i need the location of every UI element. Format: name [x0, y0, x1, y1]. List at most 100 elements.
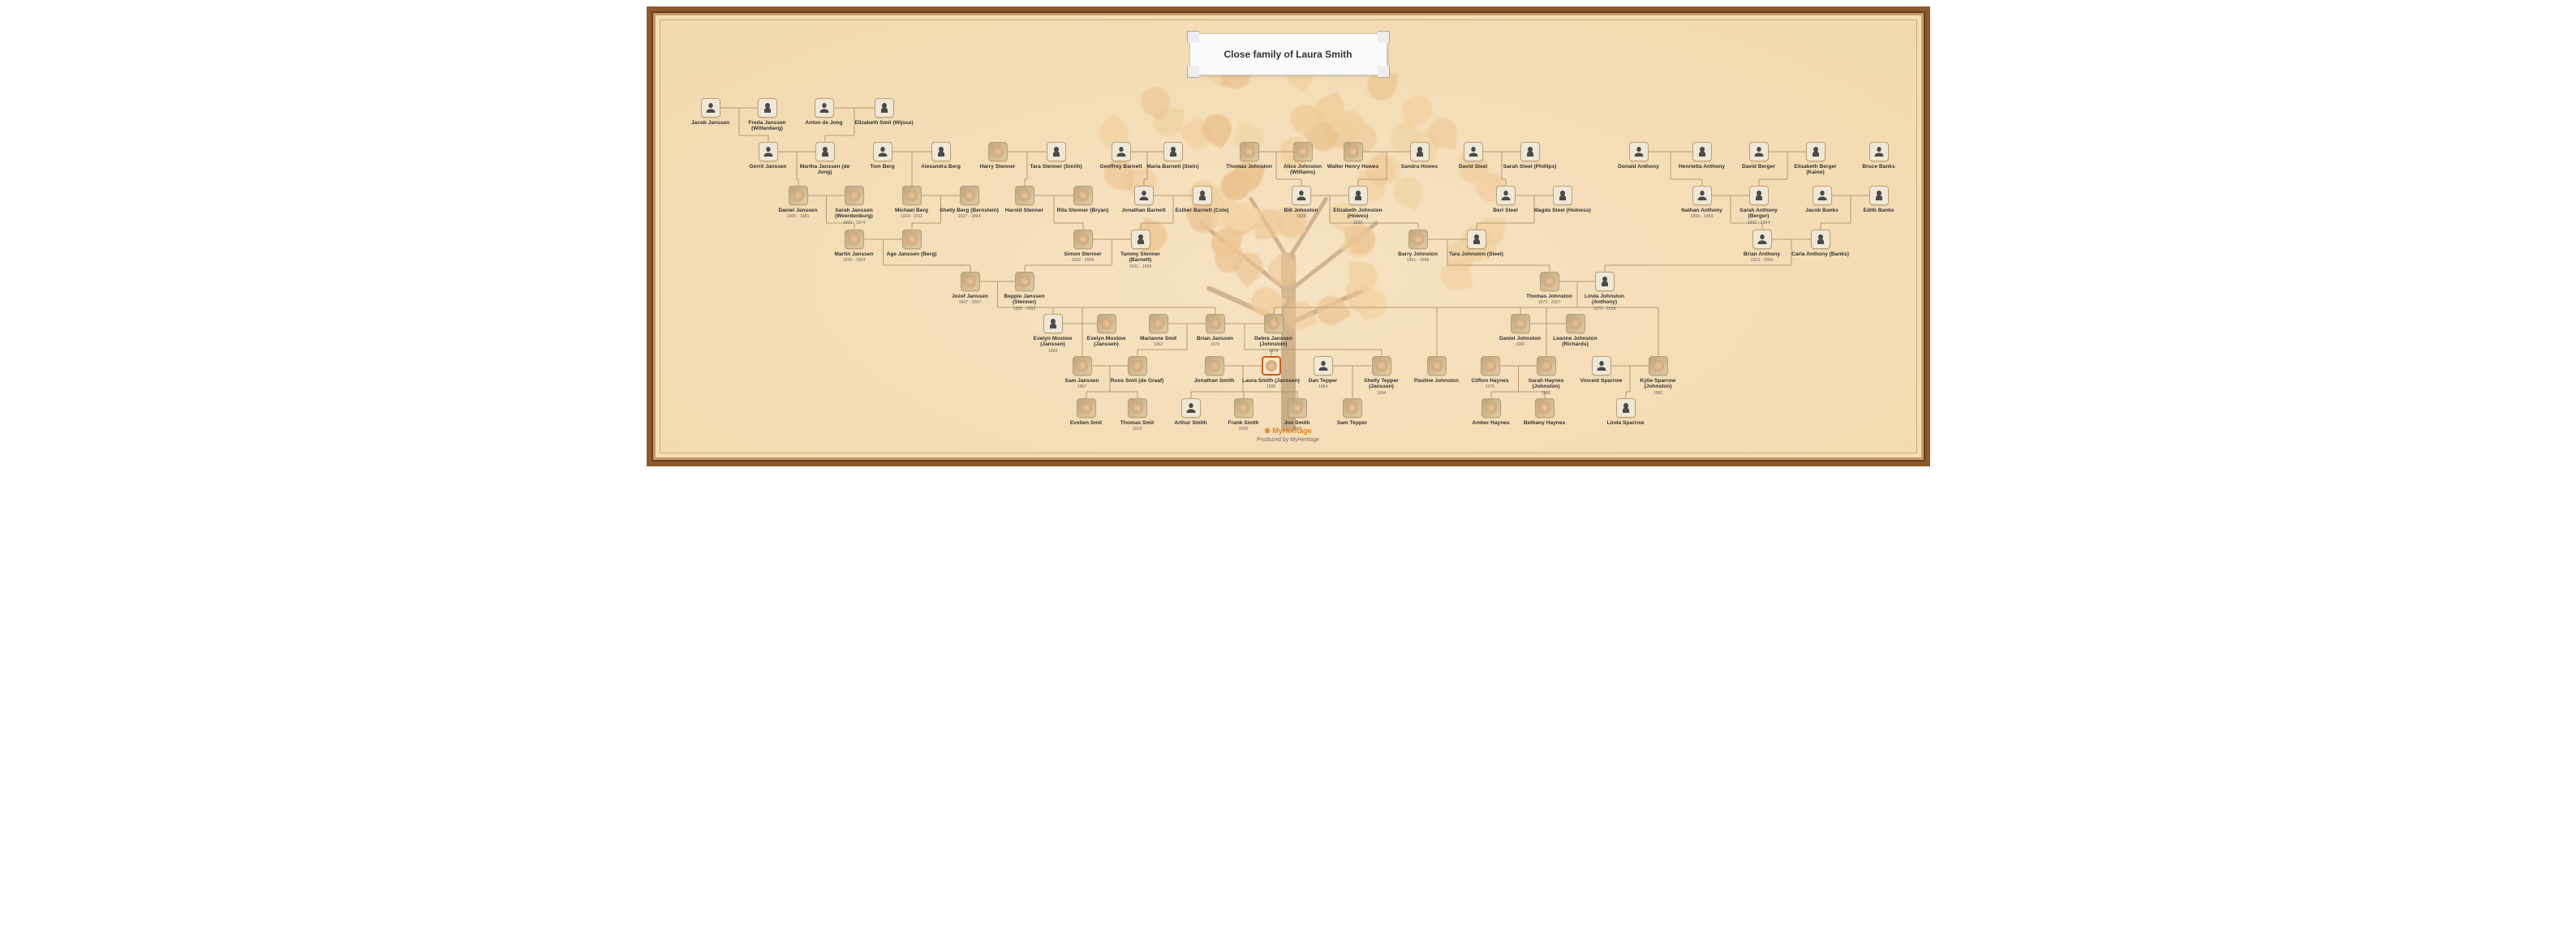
- person-node[interactable]: Esther Barnett (Cole): [1172, 186, 1232, 213]
- person-name: Tammy Stenner (Barnett): [1111, 251, 1171, 264]
- person-node[interactable]: Berl Steel: [1476, 186, 1536, 213]
- person-dates: 1924 - 2011: [882, 214, 942, 219]
- person-node[interactable]: Daniel Janssen1905 - 1981: [768, 186, 828, 219]
- person-portrait: [759, 142, 778, 161]
- person-name: Jacob Banks: [1792, 208, 1852, 213]
- person-portrait: [1408, 230, 1428, 249]
- person-node[interactable]: Martha Janssen (de Jong): [795, 142, 855, 176]
- person-node[interactable]: Roos Smit (de Graaf): [1107, 356, 1168, 384]
- person-node[interactable]: Elizabeth Johnston (Howes)1930: [1328, 186, 1388, 225]
- person-node[interactable]: Harry Stenner: [968, 142, 1028, 170]
- person-node[interactable]: David Steel: [1443, 142, 1503, 170]
- person-node[interactable]: Sarah Haynes (Johnston)1980: [1516, 356, 1576, 396]
- person-portrait: [1149, 314, 1168, 333]
- person-node[interactable]: Donald Anthony: [1609, 142, 1669, 170]
- person-node[interactable]: Walter Henry Howes: [1323, 142, 1383, 170]
- person-node[interactable]: Tammy Stenner (Barnett)1931 - 1999: [1111, 230, 1171, 269]
- person-node[interactable]: Tom Berg: [853, 142, 913, 170]
- person-node[interactable]: Rita Stenner (Bryan): [1053, 186, 1113, 213]
- person-node[interactable]: Clifton Haynes1975: [1460, 356, 1520, 389]
- person-node[interactable]: Edith Banks: [1849, 186, 1909, 213]
- person-name: Laura Smith (Janssen): [1241, 378, 1301, 384]
- person-node[interactable]: Anton de Jong: [794, 98, 854, 126]
- person-node[interactable]: Sam Tepper: [1322, 398, 1383, 426]
- person-node[interactable]: Gerrit Janssen: [738, 142, 798, 170]
- person-node[interactable]: Jozef Janssen1947 - 2007: [940, 272, 1000, 305]
- person-portrait: [1649, 356, 1668, 376]
- person-portrait: [1288, 398, 1307, 418]
- person-node[interactable]: Jonathan Barnett: [1114, 186, 1174, 213]
- person-node[interactable]: Shelly Berg (Bernstein)1927 - 1994: [940, 186, 1000, 219]
- person-node[interactable]: Sarah Steel (Phillips): [1500, 142, 1560, 170]
- person-node[interactable]: Daniel Johnston1982: [1490, 314, 1550, 347]
- person-portrait: [1073, 230, 1093, 249]
- person-node[interactable]: Thomas Johnston: [1219, 142, 1279, 170]
- person-portrait: [1566, 314, 1585, 333]
- person-node[interactable]: Bruce Banks: [1849, 142, 1909, 170]
- person-node[interactable]: Tara Stenner (Smith): [1026, 142, 1086, 170]
- person-node[interactable]: Evelyn Mostow (Janssen): [1077, 314, 1137, 348]
- person-portrait: [873, 142, 892, 161]
- person-node[interactable]: Vincent Sparrow: [1572, 356, 1632, 384]
- person-node[interactable]: Beppie Janssen (Stenner)1950 - 1992: [995, 272, 1055, 311]
- person-node[interactable]: Brian Anthony1923 - 2000: [1732, 230, 1792, 263]
- person-node[interactable]: Jonathan Smith: [1185, 356, 1245, 384]
- person-node[interactable]: Carla Anthony (Banks): [1791, 230, 1851, 257]
- person-node[interactable]: Pauline Johnston: [1407, 356, 1467, 384]
- person-node[interactable]: Nathan Anthony1896 - 1959: [1672, 186, 1732, 219]
- person-name: Carla Anthony (Banks): [1791, 251, 1851, 257]
- person-portrait: [1540, 272, 1559, 291]
- person-node[interactable]: Thomas Johnston1973 - 2007: [1520, 272, 1580, 305]
- person-portrait: [1496, 186, 1516, 205]
- person-node[interactable]: Arthur Smith: [1161, 398, 1221, 426]
- person-node[interactable]: Age Janssen (Berg): [882, 230, 942, 257]
- person-node[interactable]: Sam Janssen1967: [1052, 356, 1112, 389]
- person-node[interactable]: David Berger: [1729, 142, 1789, 170]
- person-node[interactable]: Sandra Howes: [1390, 142, 1450, 170]
- person-dates: 1995: [1241, 384, 1301, 389]
- person-name: Brian Anthony: [1732, 251, 1792, 257]
- person-node[interactable]: Evelyn Mostow (Janssen)1969: [1023, 314, 1083, 354]
- person-node[interactable]: Elisabeth Berger (Kaine): [1786, 142, 1846, 176]
- person-node[interactable]: Barry Johnston1951 - 1998: [1388, 230, 1448, 263]
- person-node[interactable]: Geoffrey Barnett: [1091, 142, 1151, 170]
- person-node[interactable]: Linda Sparrow: [1596, 398, 1656, 426]
- person-node[interactable]: Simon Stenner1932 - 2008: [1053, 230, 1113, 263]
- person-portrait: [1520, 142, 1540, 161]
- person-node[interactable]: Linda Johnston (Anthony)1975 - 2008: [1575, 272, 1635, 311]
- person-portrait: [758, 98, 777, 118]
- person-node[interactable]: Marianne Smit1962: [1129, 314, 1189, 347]
- person-portrait: [1813, 186, 1832, 205]
- person-node[interactable]: Sarah Janssen (Weerdenburg)1903 - 1974: [824, 186, 884, 225]
- person-node[interactable]: Henrietta Anthony: [1672, 142, 1732, 170]
- person-dates: 1970: [1185, 342, 1245, 347]
- person-node[interactable]: Alexandra Berg: [911, 142, 971, 170]
- person-node[interactable]: Brian Janssen1970: [1185, 314, 1245, 347]
- person-node[interactable]: Bethany Haynes: [1515, 398, 1575, 426]
- person-node[interactable]: Magda Steel (Holness): [1533, 186, 1593, 213]
- person-node[interactable]: Freda Janssen (Wittenberg): [738, 98, 798, 132]
- person-portrait: [1343, 398, 1362, 418]
- person-node[interactable]: Tara Johnston (Steel): [1447, 230, 1507, 257]
- person-node[interactable]: Jacob Janssen: [681, 98, 741, 126]
- person-node[interactable]: Laura Smith (Janssen)1995: [1241, 356, 1301, 389]
- person-node[interactable]: Harold Stenner: [995, 186, 1055, 213]
- person-node[interactable]: Kylie Sparrow (Johnston)1982: [1628, 356, 1688, 396]
- person-node[interactable]: Shelly Tepper (Janssen)1994: [1352, 356, 1412, 396]
- person-portrait: [1128, 356, 1147, 376]
- person-portrait: [1293, 142, 1313, 161]
- person-node[interactable]: Dan Tepper1964: [1293, 356, 1353, 389]
- person-node[interactable]: Jacob Banks: [1792, 186, 1852, 213]
- person-portrait: [815, 98, 834, 118]
- person-node[interactable]: Amber Haynes: [1461, 398, 1521, 426]
- person-node[interactable]: Leanne Johnston (Richards): [1546, 314, 1606, 348]
- person-node[interactable]: Martin Janssen1925 - 1994: [824, 230, 884, 263]
- person-node[interactable]: Michael Berg1924 - 2011: [882, 186, 942, 219]
- person-node[interactable]: Bill Johnston1928: [1271, 186, 1331, 219]
- person-node[interactable]: Sarah Anthony (Berger)1902 - 1964: [1729, 186, 1789, 225]
- person-portrait: [1592, 356, 1611, 376]
- person-node[interactable]: Elizabeth Smit (Wijsse): [854, 98, 914, 126]
- person-node[interactable]: Maria Barnett (Stein): [1143, 142, 1203, 170]
- person-node[interactable]: Debra Janssen (Johnston)1978: [1244, 314, 1304, 354]
- person-portrait: [1752, 230, 1772, 249]
